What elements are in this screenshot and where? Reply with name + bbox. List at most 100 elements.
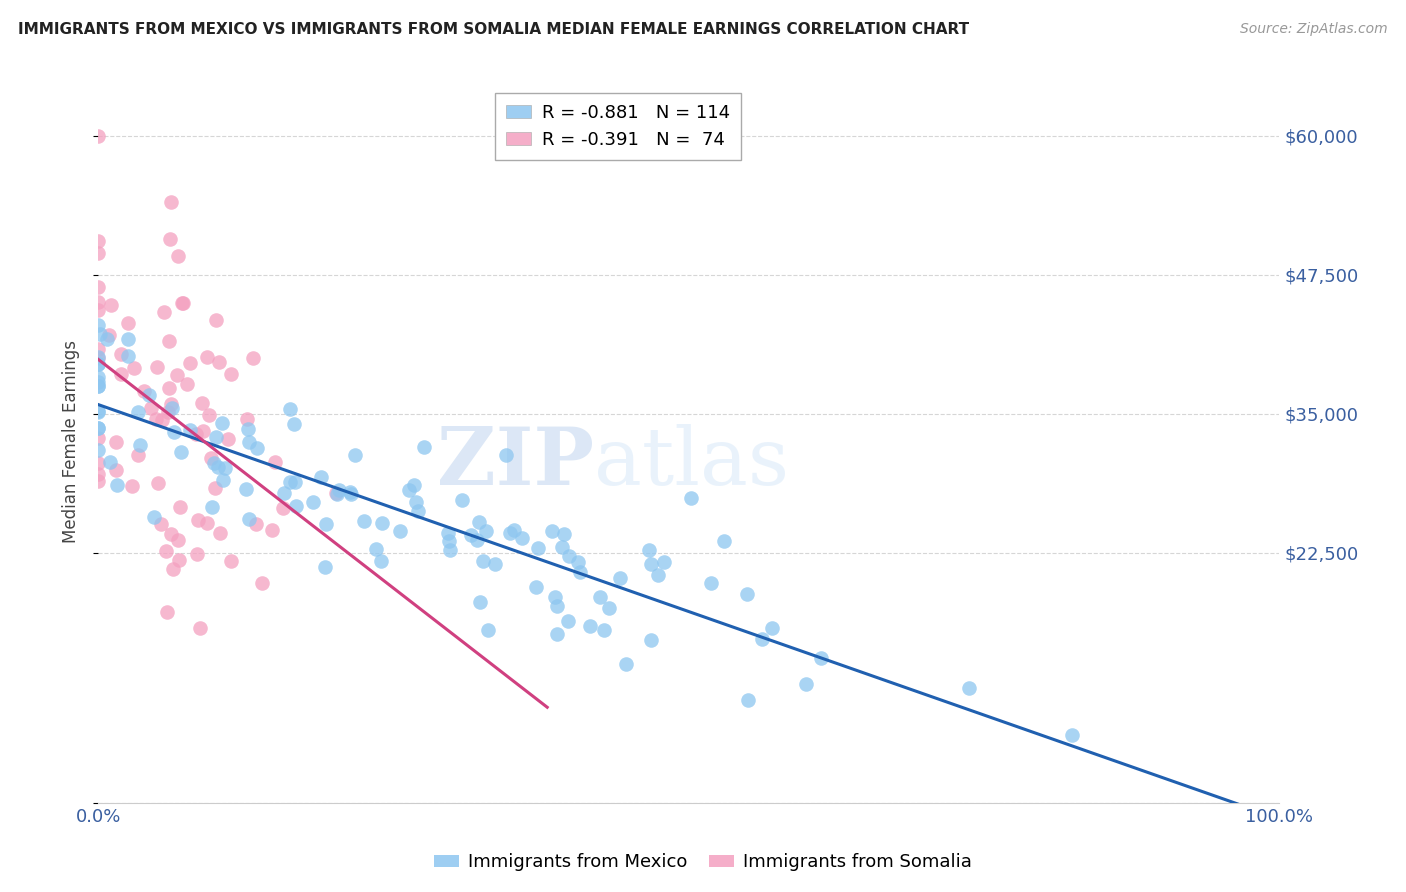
Point (87, 318, 110, 332)
Point (105, 462, 128, 476)
Point (468, 515, 491, 529)
Point (236, 422, 259, 436)
Point (544, 590, 567, 604)
Point (212, 473, 235, 487)
Legend: R = -0.881   N = 114, R = -0.391   N =  74: R = -0.881 N = 114, R = -0.391 N = 74 (495, 93, 741, 160)
Point (117, 349, 139, 363)
Point (195, 351, 218, 365)
Text: IMMIGRANTS FROM MEXICO VS IMMIGRANTS FROM SOMALIA MEDIAN FEMALE EARNINGS CORRELA: IMMIGRANTS FROM MEXICO VS IMMIGRANTS FRO… (18, 22, 969, 37)
Point (193, 425, 215, 439)
Point (179, 423, 201, 437)
Point (100, 298, 122, 312)
Point (553, 526, 575, 541)
Point (117, 316, 139, 330)
Point (592, 623, 614, 637)
Point (87, 343, 110, 357)
Point (127, 405, 149, 419)
Text: ZIP: ZIP (437, 425, 595, 502)
Point (87, 351, 110, 366)
Point (700, 576, 723, 591)
Point (87, 404, 110, 418)
Point (110, 347, 132, 361)
Legend: Immigrants from Mexico, Immigrants from Somalia: Immigrants from Mexico, Immigrants from … (426, 847, 980, 879)
Point (87, 350, 110, 364)
Point (551, 540, 574, 554)
Point (87, 375, 110, 389)
Point (598, 600, 620, 615)
Point (681, 491, 703, 506)
Point (87, 128, 110, 143)
Point (219, 554, 242, 568)
Point (271, 501, 294, 516)
Point (311, 469, 333, 483)
Point (371, 516, 394, 531)
Point (405, 495, 427, 509)
Point (211, 416, 233, 430)
Point (200, 451, 222, 466)
Point (87, 420, 110, 434)
Point (370, 554, 392, 568)
Point (170, 445, 193, 459)
Point (246, 441, 269, 455)
Point (87, 456, 110, 470)
Point (87, 431, 110, 445)
Point (169, 553, 191, 567)
Point (195, 516, 218, 531)
Point (477, 623, 499, 637)
Point (87, 294, 110, 309)
Point (87, 370, 110, 384)
Point (142, 509, 165, 524)
Point (236, 412, 259, 426)
Point (87, 474, 110, 488)
Point (190, 621, 212, 635)
Point (97, 328, 120, 343)
Point (209, 526, 232, 541)
Point (207, 460, 229, 475)
Point (325, 485, 347, 500)
Point (388, 524, 411, 538)
Point (557, 615, 579, 629)
Point (238, 511, 260, 525)
Point (436, 525, 458, 540)
Point (159, 232, 181, 246)
Point (737, 693, 759, 707)
Point (87, 234, 110, 248)
Point (129, 437, 152, 451)
Point (503, 523, 526, 537)
Point (172, 296, 194, 310)
Point (87, 405, 110, 419)
Point (179, 356, 201, 370)
Point (205, 313, 228, 327)
Point (87, 280, 110, 294)
Point (652, 555, 675, 569)
Point (471, 554, 494, 568)
Point (186, 547, 208, 561)
Point (527, 541, 550, 556)
Point (191, 396, 214, 410)
Point (235, 482, 257, 496)
Point (87, 443, 110, 458)
Point (208, 355, 231, 369)
Point (398, 483, 420, 497)
Point (163, 425, 186, 439)
Point (344, 448, 367, 462)
Point (166, 533, 188, 547)
Point (413, 440, 436, 454)
Point (110, 367, 132, 381)
Point (273, 486, 295, 500)
Y-axis label: Median Female Earnings: Median Female Earnings (62, 340, 80, 543)
Point (166, 368, 188, 383)
Point (87, 379, 110, 393)
Point (810, 650, 832, 665)
Point (510, 531, 533, 545)
Point (283, 417, 305, 431)
Point (541, 524, 564, 538)
Point (117, 332, 139, 346)
Point (105, 435, 128, 450)
Point (406, 503, 429, 517)
Point (87, 357, 110, 371)
Point (87, 378, 110, 392)
Point (325, 486, 347, 500)
Point (204, 430, 226, 444)
Point (160, 397, 183, 411)
